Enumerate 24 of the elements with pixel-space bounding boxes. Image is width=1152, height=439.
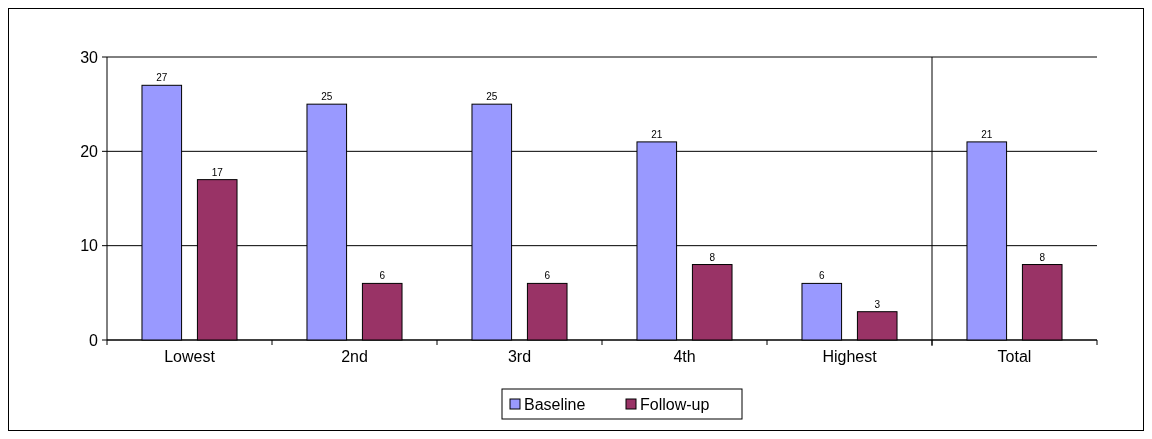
x-tick-label: Lowest: [164, 348, 216, 365]
x-tick-label: Total: [997, 348, 1032, 365]
y-tick-label: 0: [89, 331, 99, 349]
data-label: 6: [379, 270, 386, 282]
data-label: 8: [709, 251, 716, 263]
data-label: 3: [874, 298, 881, 310]
y-tick-label: 10: [80, 237, 99, 255]
data-label: 25: [486, 91, 498, 103]
x-tick-label: 4th: [673, 348, 696, 365]
y-tick-label: 20: [80, 142, 99, 160]
x-tick-label: Highest: [822, 348, 878, 365]
y-tick-label: 30: [80, 48, 99, 66]
data-label: 25: [321, 91, 333, 103]
legend-label: Baseline: [524, 395, 586, 413]
x-tick-label: 2nd: [341, 348, 368, 365]
data-label: 27: [156, 72, 168, 84]
data-label: 21: [981, 128, 993, 140]
data-label: 6: [544, 270, 551, 282]
data-label: 6: [819, 270, 825, 282]
data-label: 8: [1039, 251, 1046, 263]
x-tick-label: 3rd: [507, 348, 532, 365]
data-label: 17: [211, 166, 224, 178]
legend-label: Follow-up: [640, 395, 710, 413]
data-label: 21: [651, 128, 663, 140]
